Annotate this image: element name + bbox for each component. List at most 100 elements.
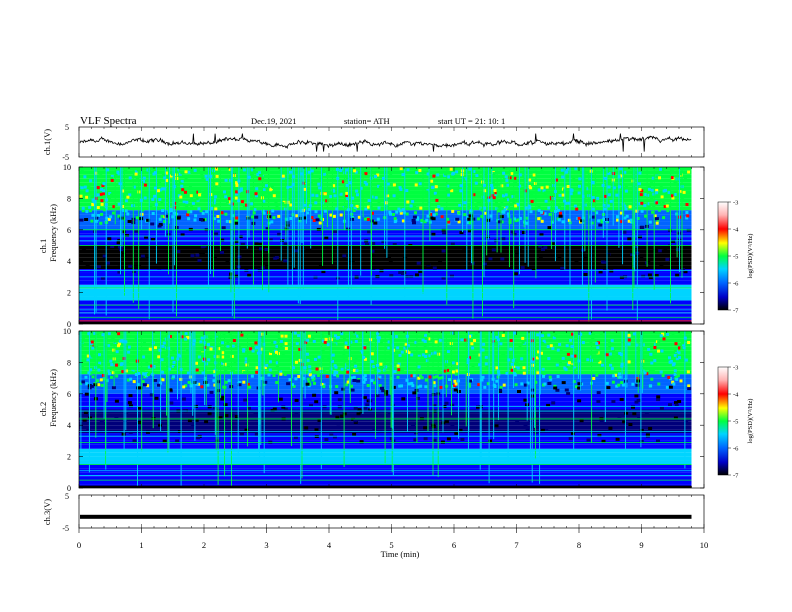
spectrogram-cell bbox=[372, 365, 376, 369]
spectrogram-cell bbox=[258, 351, 262, 355]
spectrogram-cell bbox=[125, 234, 129, 237]
spectrogram-cell bbox=[275, 350, 278, 354]
spectrogram-cell bbox=[334, 365, 338, 369]
spectrogram-cell bbox=[437, 352, 441, 356]
spectrogram-cell bbox=[649, 384, 653, 388]
spectrogram-cell bbox=[432, 174, 436, 178]
spectrogram-cell bbox=[668, 205, 672, 208]
spectrogram-cell bbox=[184, 384, 188, 388]
spectrogram-cell bbox=[201, 252, 205, 256]
spectrogram-cell bbox=[294, 352, 298, 355]
spectrogram-cell bbox=[381, 389, 386, 393]
spectrogram-cell bbox=[162, 439, 167, 443]
spectrogram-cell bbox=[366, 384, 370, 387]
spectrogram-blank bbox=[691, 167, 704, 324]
spectrogram-cell bbox=[634, 400, 639, 404]
spectrogram-cell bbox=[596, 391, 601, 395]
spectrogram-blank bbox=[691, 331, 704, 488]
spectrogram-cell bbox=[491, 180, 495, 184]
spectrogram-cell bbox=[204, 174, 208, 178]
spectrogram-cell bbox=[618, 372, 621, 376]
spectrogram-cell bbox=[619, 353, 623, 356]
spectrogram-cell bbox=[682, 343, 686, 346]
spectrogram-cell bbox=[220, 251, 224, 255]
spectrogram-cell bbox=[601, 260, 605, 264]
spectrogram-cell bbox=[100, 188, 104, 192]
spectrogram-cell bbox=[268, 368, 272, 372]
spectrogram-cell bbox=[657, 249, 662, 253]
spectrogram-cell bbox=[307, 246, 312, 250]
spectrogram-cell bbox=[495, 333, 499, 336]
spectrogram-cell bbox=[495, 201, 498, 205]
spectrogram-cell bbox=[678, 356, 681, 360]
spectrogram-cell bbox=[321, 339, 325, 343]
spectrogram-cell bbox=[82, 418, 87, 422]
spectrogram-cell bbox=[378, 375, 382, 379]
spectrogram-cell bbox=[214, 195, 218, 199]
spectrogram-cell bbox=[515, 366, 519, 370]
spectrogram-cell bbox=[271, 179, 275, 183]
spectrogram-cell bbox=[438, 376, 442, 380]
spectrogram-cell bbox=[610, 339, 614, 343]
spectrogram-cell bbox=[665, 363, 669, 366]
spectrogram-cell bbox=[191, 201, 195, 205]
spectrogram-cell bbox=[231, 202, 235, 206]
spectrogram-cell bbox=[111, 386, 116, 390]
spectrogram-cell bbox=[267, 357, 271, 361]
spectrogram-cell bbox=[352, 432, 357, 436]
spectrogram-cell bbox=[603, 207, 607, 211]
spectrogram-cell bbox=[207, 405, 212, 409]
spectrogram-cell bbox=[283, 372, 287, 376]
spectrogram-cell bbox=[100, 212, 104, 216]
spectrogram-cell bbox=[235, 168, 239, 172]
spectrogram-cell bbox=[424, 378, 428, 382]
spectrogram-cell bbox=[636, 343, 640, 347]
spectrogram-cell bbox=[405, 345, 409, 349]
spectrogram-cell bbox=[684, 420, 689, 424]
spectrogram-cell bbox=[418, 182, 422, 186]
spectrogram-cell bbox=[333, 370, 337, 374]
spectrogram-cell bbox=[354, 170, 358, 174]
spectrogram-cell bbox=[311, 193, 315, 197]
spectrogram-cell bbox=[119, 248, 124, 252]
spectrogram-cell bbox=[481, 195, 485, 199]
spectrogram-cell bbox=[558, 360, 562, 364]
frequency-tick-label: 6 bbox=[67, 390, 71, 399]
ch2-spectrogram-image bbox=[78, 331, 704, 488]
spectrogram-cell bbox=[278, 397, 283, 401]
spectrogram-cell bbox=[404, 343, 408, 347]
spectrogram-cell bbox=[424, 385, 428, 389]
spectrogram-cell bbox=[566, 331, 570, 335]
spectrogram-cell bbox=[295, 214, 299, 218]
spectrogram-cell bbox=[350, 384, 353, 388]
spectrogram-cell bbox=[254, 192, 258, 196]
spectrogram-cell bbox=[114, 174, 118, 177]
spectrogram-cell bbox=[116, 241, 121, 245]
spectrogram-cell bbox=[511, 195, 515, 199]
spectrogram-cell bbox=[646, 202, 650, 206]
spectrogram-cell bbox=[540, 351, 543, 355]
spectrogram-cell bbox=[326, 357, 330, 361]
spectrogram-cell bbox=[234, 219, 238, 223]
spectrogram-cell bbox=[326, 343, 330, 347]
spectrogram-cell bbox=[389, 179, 393, 183]
spectrogram-cell bbox=[655, 343, 659, 346]
spectrogram-cell bbox=[231, 344, 235, 348]
spectrogram-cell bbox=[367, 342, 371, 346]
spectrogram-cell bbox=[547, 382, 552, 385]
spectrogram-cell bbox=[571, 332, 574, 336]
spectrogram-cell bbox=[425, 349, 429, 353]
spectrogram-cell bbox=[185, 204, 189, 208]
spectrogram-cell bbox=[463, 213, 467, 217]
spectrogram-cell bbox=[254, 242, 259, 246]
spectrogram-cell bbox=[667, 193, 671, 197]
spectrogram-cell bbox=[649, 344, 653, 348]
spectrogram-cell bbox=[421, 331, 425, 335]
spectrogram-cell bbox=[370, 211, 374, 215]
spectrogram-cell bbox=[658, 201, 661, 205]
spectrogram-cell bbox=[101, 184, 105, 187]
spectrogram-cell bbox=[460, 437, 465, 441]
spectrogram-cell bbox=[678, 334, 682, 338]
spectrogram-cell bbox=[565, 195, 569, 199]
spectrogram-cell bbox=[311, 338, 315, 341]
